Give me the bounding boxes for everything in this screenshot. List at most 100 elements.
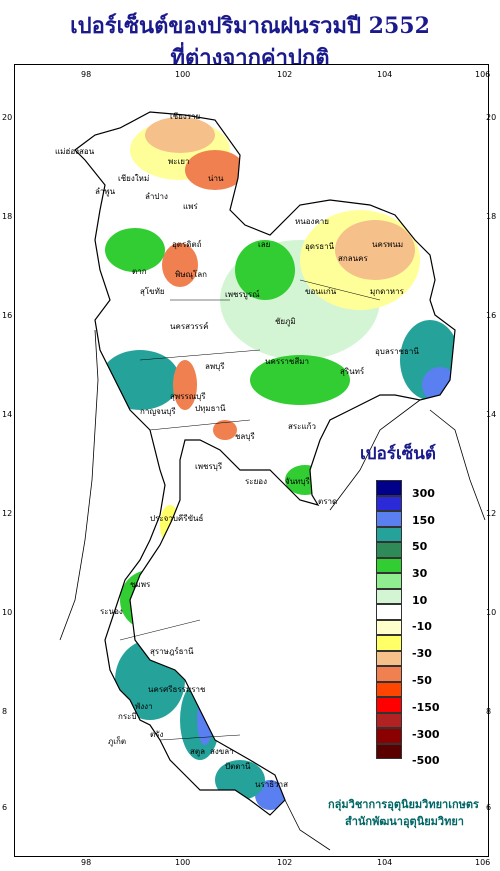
province-label: นครพนม bbox=[372, 240, 404, 249]
legend-swatch bbox=[376, 650, 402, 666]
legend-label: -10 bbox=[412, 620, 432, 633]
latitude-tick: 20 bbox=[2, 113, 13, 122]
latitude-tick: 14 bbox=[2, 410, 13, 419]
longitude-tick: 98 bbox=[81, 70, 92, 79]
latitude-tick: 8 bbox=[2, 707, 8, 716]
province-label: ระนอง bbox=[100, 607, 123, 616]
legend-label: 30 bbox=[412, 567, 428, 580]
longitude-tick: 106 bbox=[475, 70, 491, 79]
province-label: ขอนแก่น bbox=[305, 287, 337, 296]
latitude-tick: 20 bbox=[486, 113, 497, 122]
province-label: ลำปาง bbox=[145, 192, 168, 201]
legend-swatch bbox=[376, 588, 402, 604]
legend-swatch bbox=[376, 681, 402, 697]
longitude-tick: 106 bbox=[475, 858, 491, 867]
latitude-tick: 10 bbox=[2, 608, 13, 617]
vietnam-coast bbox=[429, 409, 486, 521]
legend-swatch bbox=[376, 619, 402, 635]
malaysia-coast bbox=[284, 799, 331, 851]
legend-label: 300 bbox=[412, 487, 435, 500]
legend-label: -50 bbox=[412, 674, 432, 687]
longitude-tick: 100 bbox=[175, 858, 191, 867]
province-label: สระแก้ว bbox=[288, 422, 316, 431]
legend-colorbar bbox=[376, 480, 402, 759]
legend-swatch bbox=[376, 542, 402, 558]
province-label: อุบลราชธานี bbox=[375, 347, 419, 356]
province-label: สุราษฎร์ธานี bbox=[150, 647, 194, 656]
latitude-tick: 6 bbox=[2, 803, 8, 812]
legend-swatch bbox=[376, 728, 402, 744]
map-title: เปอร์เซ็นต์ของปริมาณฝนรวมปี 2552 bbox=[70, 13, 430, 39]
province-label: สุพรรณบุรี bbox=[170, 392, 206, 401]
latitude-tick: 10 bbox=[486, 608, 497, 617]
cambodia-coast bbox=[329, 399, 421, 511]
province-label: เชียงราย bbox=[170, 112, 201, 121]
longitude-tick: 98 bbox=[81, 858, 92, 867]
latitude-tick: 14 bbox=[486, 410, 497, 419]
province-label: ปัตตานี bbox=[225, 762, 251, 771]
legend-swatch bbox=[376, 573, 402, 589]
province-label: ลพบุรี bbox=[205, 362, 225, 371]
province-label: นราธิวาส bbox=[255, 780, 289, 789]
province-label: อุดรธานี bbox=[305, 242, 335, 251]
province-label: ตรัง bbox=[150, 730, 164, 739]
province-label: พะเยา bbox=[168, 157, 190, 166]
legend-swatch bbox=[376, 480, 402, 496]
province-label: ประจวบคีรีขันธ์ bbox=[150, 514, 204, 523]
latitude-tick: 16 bbox=[486, 311, 497, 320]
province-label: สุโขทัย bbox=[140, 287, 165, 296]
longitude-tick: 102 bbox=[277, 70, 293, 79]
province-label: ปทุมธานี bbox=[195, 404, 226, 413]
longitude-tick: 102 bbox=[277, 858, 293, 867]
province-label: กาญจนบุรี bbox=[140, 407, 176, 416]
credit-line2: สำนักพัฒนาอุตุนิยมวิทยา bbox=[345, 815, 464, 828]
myanmar-coast bbox=[59, 329, 99, 641]
legend-swatch bbox=[376, 495, 402, 511]
province-label: สตูล bbox=[190, 747, 205, 756]
province-label: น่าน bbox=[208, 174, 224, 183]
province-label: ภูเก็ต bbox=[108, 737, 127, 746]
latitude-tick: 16 bbox=[2, 311, 13, 320]
legend-swatch bbox=[376, 697, 402, 713]
latitude-tick: 12 bbox=[2, 509, 13, 518]
legend-swatch bbox=[376, 635, 402, 651]
legend-label: -30 bbox=[412, 647, 432, 660]
legend-title: เปอร์เซ็นต์ bbox=[360, 444, 436, 464]
province-label: เชียงใหม่ bbox=[118, 174, 150, 183]
province-label: ตราด bbox=[318, 497, 338, 506]
province-label: สกลนคร bbox=[338, 254, 368, 263]
province-label: เลย bbox=[258, 240, 271, 249]
legend-label: -300 bbox=[412, 728, 440, 741]
longitude-tick: 104 bbox=[377, 70, 393, 79]
latitude-tick: 18 bbox=[2, 212, 13, 221]
province-label: ลำพูน bbox=[95, 187, 116, 196]
province-label: สุรินทร์ bbox=[340, 367, 365, 376]
latitude-tick: 18 bbox=[486, 212, 497, 221]
province-label: นครราชสีมา bbox=[265, 357, 309, 366]
province-label: เพชรบูรณ์ bbox=[225, 290, 260, 299]
province-label: มุกดาหาร bbox=[370, 287, 404, 296]
credit-line1: กลุ่มวิชาการอุตุนิยมวิทยาเกษตร bbox=[328, 798, 479, 811]
province-label: จันทบุรี bbox=[285, 477, 310, 486]
province-label: พิษณุโลก bbox=[175, 270, 208, 279]
latitude-tick: 6 bbox=[486, 803, 492, 812]
longitude-tick: 104 bbox=[377, 858, 393, 867]
province-label: ชุมพร bbox=[130, 580, 151, 589]
legend-label: -500 bbox=[412, 754, 440, 767]
latitude-tick: 12 bbox=[486, 509, 497, 518]
province-label: กระบี่ bbox=[118, 712, 137, 721]
legend-label: 150 bbox=[412, 514, 435, 527]
legend-swatch bbox=[376, 557, 402, 573]
longitude-tick: 100 bbox=[175, 70, 191, 79]
legend-swatch bbox=[376, 666, 402, 682]
province-label: ชัยภูมิ bbox=[275, 317, 296, 326]
province-label: แม่ฮ่องสอน bbox=[55, 147, 95, 156]
legend-swatch bbox=[376, 712, 402, 728]
province-label: สงขลา bbox=[210, 747, 234, 756]
legend-label: 50 bbox=[412, 540, 428, 553]
province-label: ชลบุรี bbox=[235, 432, 255, 441]
province-label: เพชรบุรี bbox=[195, 462, 223, 471]
province-label: หนองคาย bbox=[295, 217, 329, 226]
latitude-tick: 8 bbox=[486, 707, 492, 716]
province-boundaries bbox=[119, 279, 381, 741]
